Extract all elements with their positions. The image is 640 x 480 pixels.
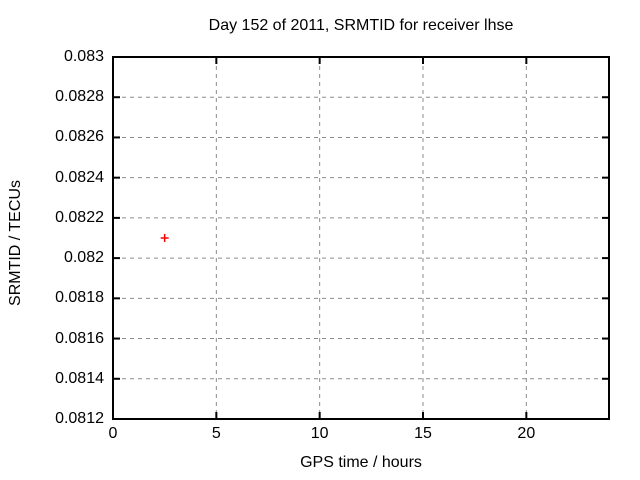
chart-title: Day 152 of 2011, SRMTID for receiver lhs… xyxy=(208,17,514,34)
x-tick-label: 5 xyxy=(211,425,221,442)
y-tick-label: 0.0826 xyxy=(55,128,104,146)
y-tick-label: 0.0822 xyxy=(55,208,104,226)
y-tick-label: 0.0816 xyxy=(55,329,104,347)
x-tick-label: 0 xyxy=(108,425,118,442)
y-axis-label: SRMTID / TECUs xyxy=(7,180,24,306)
y-tick-label: 0.0824 xyxy=(55,168,104,186)
y-tick-label: 0.0814 xyxy=(55,369,104,387)
y-tick-label: 0.0828 xyxy=(55,88,104,106)
plot-border xyxy=(112,56,610,420)
y-tick-label: 0.0818 xyxy=(55,289,104,307)
x-axis-label: GPS time / hours xyxy=(300,454,422,471)
y-tick-label: 0.083 xyxy=(63,48,104,65)
x-tick-label: 15 xyxy=(414,425,432,442)
y-tick-label: 0.082 xyxy=(63,249,104,267)
x-tick-label: 10 xyxy=(310,425,329,442)
x-tick-label: 20 xyxy=(517,425,536,442)
y-tick-label: 0.0812 xyxy=(55,410,104,427)
